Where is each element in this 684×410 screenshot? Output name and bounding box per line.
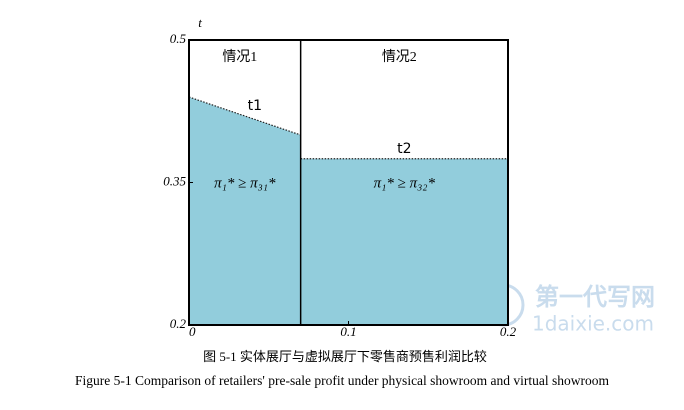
watermark-site: 1daixie.com	[532, 312, 654, 336]
x-tick-label: 0	[189, 324, 196, 339]
caption-cn: 图 5-1 实体展厅与虚拟展厅下零售商预售利润比较	[203, 349, 487, 364]
series-label: t1	[248, 98, 262, 114]
watermark-brand: 第一代写网	[535, 283, 655, 311]
y-tick-label: 0.2	[170, 316, 187, 331]
inequality-label: π₁* ≥ π₃₂*	[374, 175, 436, 191]
x-tick-label: 0.2	[500, 324, 517, 339]
caption-en: Figure 5-1 Comparison of retailers' pre-…	[75, 373, 610, 388]
y-axis-label: t	[198, 15, 202, 30]
region-label: 情况2	[382, 49, 417, 65]
y-tick-label: 0.5	[170, 31, 187, 46]
series-label: t2	[397, 141, 411, 157]
area-region	[189, 97, 301, 325]
area-region	[300, 158, 508, 325]
x-tick-label: 0.1	[340, 324, 356, 339]
region-label: 情况1	[222, 49, 257, 65]
inequality-label: π₁* ≥ π₃₁*	[214, 175, 276, 191]
y-tick-label: 0.35	[163, 173, 186, 188]
